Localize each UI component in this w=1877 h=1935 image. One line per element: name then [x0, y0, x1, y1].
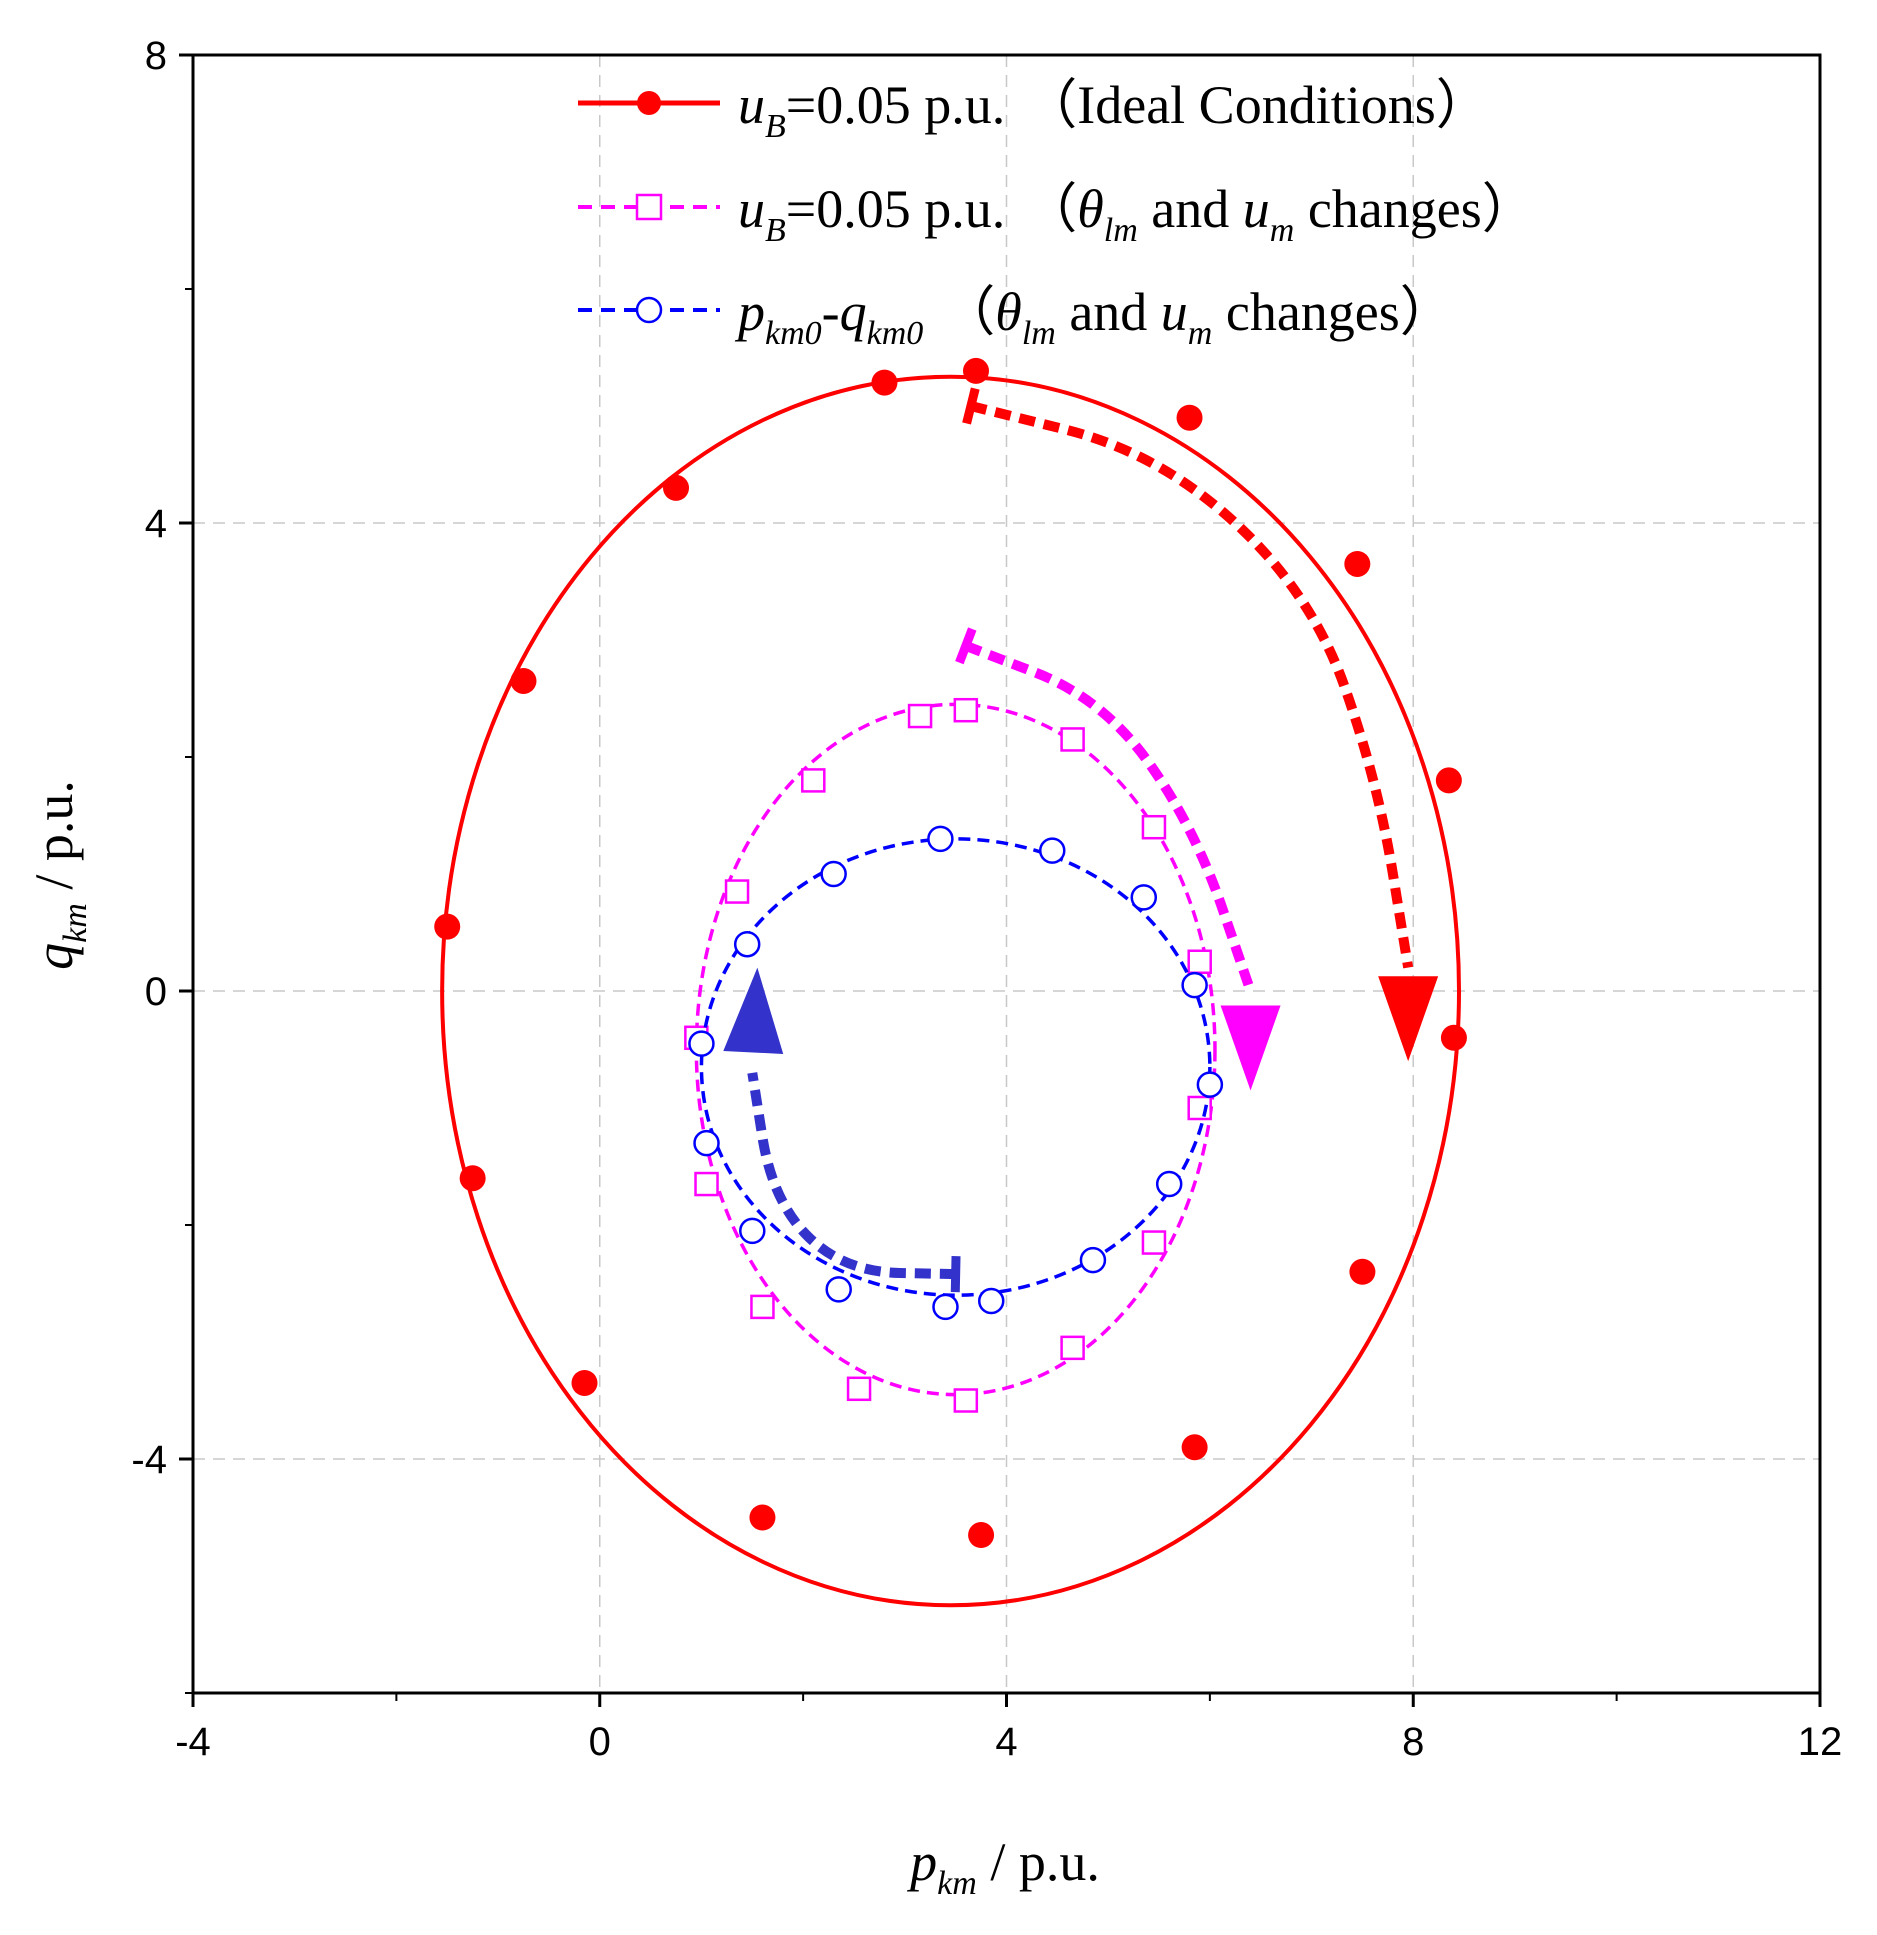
legend-entry-changes: uB=0.05 p.u. （θlm and um changes）	[578, 179, 1536, 249]
data-point	[871, 369, 898, 396]
axis-ticks: -4 0 4 8 12 -4 0 4 8	[131, 34, 1842, 1764]
y-tick-label-2: 4	[145, 502, 167, 546]
data-point	[724, 879, 750, 904]
legend: uB=0.05 p.u. （Ideal Conditions） uB=0.05 p…	[578, 75, 1536, 352]
data-point	[693, 1129, 720, 1157]
arrow-start-bar-0	[962, 387, 980, 425]
y-tick-label-0: -4	[131, 1438, 167, 1482]
legend-entry-pq: pkm0-qkm0 （θlm and um changes）	[578, 282, 1454, 352]
data-point	[733, 930, 761, 958]
data-point	[1155, 1170, 1183, 1198]
series-layer	[434, 357, 1467, 1608]
legend-label-ideal: uB=0.05 p.u. （Ideal Conditions）	[738, 75, 1490, 145]
arrow-start-bar-2	[950, 1256, 961, 1293]
data-point	[927, 825, 954, 853]
data-point	[1344, 550, 1371, 577]
data-point	[663, 474, 690, 501]
data-point	[1349, 1258, 1376, 1285]
data-point	[953, 697, 979, 723]
data-point	[1130, 884, 1158, 911]
data-point	[1181, 1434, 1208, 1461]
data-point	[1181, 971, 1208, 999]
data-point	[820, 860, 847, 888]
data-point	[1440, 1024, 1467, 1051]
direction-arrow-0	[962, 387, 1439, 1062]
x-tick-label-1: 0	[589, 1720, 611, 1764]
data-point	[434, 913, 461, 940]
arrow-shaft-2	[747, 1072, 956, 1280]
arrow-start-bar-1	[955, 627, 977, 665]
data-point	[953, 1388, 979, 1413]
data-point	[510, 667, 537, 694]
data-point	[801, 768, 826, 793]
data-point	[1141, 814, 1167, 840]
data-point	[968, 1522, 995, 1549]
series-0	[434, 357, 1467, 1608]
data-point	[1196, 1071, 1224, 1098]
y-tick-label-3: 8	[145, 34, 167, 78]
series-2	[688, 825, 1224, 1321]
direction-arrow-1	[955, 627, 1281, 1091]
legend-marker-pq	[635, 296, 663, 324]
x-tick-label-0: -4	[175, 1720, 211, 1764]
legend-marker-changes	[635, 193, 663, 221]
series-line-2	[699, 837, 1212, 1297]
data-point	[694, 1171, 719, 1197]
data-point	[1435, 767, 1462, 794]
legend-label-changes: uB=0.05 p.u. （θlm and um changes）	[738, 179, 1536, 249]
data-point	[977, 1287, 1005, 1315]
data-point	[1176, 404, 1203, 431]
data-point	[962, 357, 989, 384]
legend-entry-ideal: uB=0.05 p.u. （Ideal Conditions）	[578, 75, 1490, 145]
data-point	[825, 1276, 852, 1303]
x-tick-label-4: 12	[1798, 1720, 1843, 1764]
data-point	[688, 1030, 715, 1057]
data-point	[749, 1504, 776, 1531]
arrow-shaft-1	[964, 641, 1256, 993]
data-point	[459, 1165, 486, 1192]
data-point	[1039, 837, 1066, 864]
data-point	[1141, 1230, 1167, 1255]
data-point	[1060, 1335, 1085, 1361]
arrow-head-2	[723, 967, 784, 1054]
arrow-shaft-0	[969, 401, 1414, 969]
y-tick-label-1: 0	[145, 970, 167, 1014]
x-axis-title: pkm / p.u.	[906, 1832, 1100, 1902]
x-tick-label-2: 4	[995, 1720, 1017, 1764]
annotation-layer	[723, 387, 1439, 1293]
arrow-head-1	[1220, 1005, 1281, 1091]
data-point	[846, 1376, 872, 1402]
data-point	[1187, 949, 1212, 974]
series-line-0	[440, 374, 1462, 1608]
data-point	[907, 703, 933, 729]
x-tick-label-3: 8	[1402, 1720, 1424, 1764]
data-point	[932, 1293, 959, 1321]
legend-label-pq: pkm0-qkm0 （θlm and um changes）	[734, 282, 1454, 352]
legend-marker-ideal	[637, 91, 661, 115]
data-point	[1060, 727, 1085, 752]
direction-arrow-2	[723, 967, 961, 1293]
data-point	[750, 1294, 775, 1320]
data-point	[739, 1217, 766, 1245]
grid	[193, 55, 1820, 1693]
y-axis-title: qkm / p.u.	[24, 780, 94, 970]
data-point	[571, 1369, 598, 1396]
data-point	[1079, 1246, 1107, 1274]
arrow-head-0	[1378, 976, 1439, 1062]
